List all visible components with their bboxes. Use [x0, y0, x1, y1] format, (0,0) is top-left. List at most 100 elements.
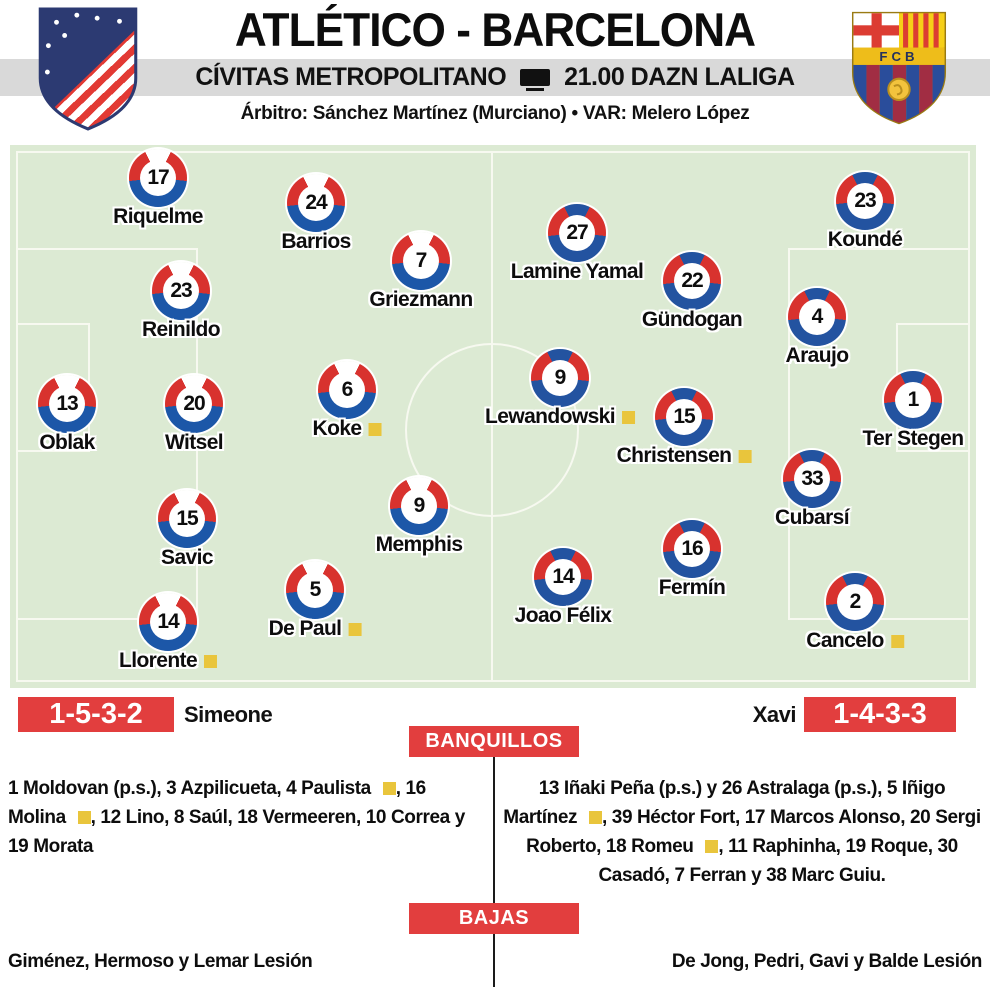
player-name: Araujo — [785, 344, 850, 367]
player-number: 17 — [147, 166, 169, 189]
player-number: 22 — [681, 269, 703, 292]
player-name: Lamine Yamal — [510, 260, 644, 283]
away-bench-list: 13 Iñaki Peña (p.s.) y 26 Astralaga (p.s… — [503, 778, 981, 886]
player-name: Memphis — [375, 533, 463, 556]
player-badge: 20 — [165, 375, 223, 433]
player-name: Reinildo — [141, 318, 221, 341]
away-absences: De Jong, Pedri, Gavi y Balde Lesión — [671, 951, 983, 972]
player-badge: 1 — [884, 371, 942, 429]
fcb-monogram: FCB — [879, 49, 918, 64]
player-badge-inner: 24 — [298, 185, 334, 221]
player-number: 33 — [801, 467, 823, 490]
player-number: 5 — [309, 578, 322, 601]
player-badge: 9 — [390, 477, 448, 535]
player-name: Cubarsí — [775, 506, 850, 529]
player-number: 13 — [56, 392, 78, 415]
player-badge: 22 — [663, 252, 721, 310]
away-coach-name: Xavi — [752, 702, 797, 727]
player-badge: 15 — [158, 490, 216, 548]
player-number: 15 — [673, 405, 695, 428]
pitch-boundary-line — [16, 151, 970, 682]
player-number: 15 — [176, 507, 198, 530]
player-badge-inner: 15 — [169, 501, 205, 537]
yellow-card-marker — [738, 450, 752, 463]
player-number: 9 — [554, 366, 567, 389]
kickoff-broadcast: 21.00 DAZN LALIGA — [564, 63, 795, 91]
player-badge-inner: 14 — [545, 559, 581, 595]
player-badge: 5 — [286, 561, 344, 619]
player-badge: 16 — [663, 520, 721, 578]
player-name: Fermín — [658, 576, 726, 599]
player-number: 1 — [907, 388, 920, 411]
home-bench-list: 1 Moldovan (p.s.), 3 Azpilicueta, 4 Paul… — [8, 778, 465, 857]
player-number: 23 — [854, 189, 876, 212]
player-badge-inner: 9 — [542, 360, 578, 396]
player-name: Riquelme — [113, 205, 203, 228]
player-name: Koundé — [827, 228, 903, 251]
player-badge-inner: 13 — [49, 386, 85, 422]
player-number: 14 — [552, 565, 574, 588]
player-badge: 33 — [783, 450, 841, 508]
player-badge-inner: 1 — [895, 382, 931, 418]
yellow-card-marker — [77, 811, 91, 824]
player-badge-inner: 2 — [837, 584, 873, 620]
player-number: 6 — [341, 378, 354, 401]
player-name: Joao Félix — [514, 604, 612, 627]
player-number: 24 — [305, 191, 327, 214]
player-badge: 7 — [392, 232, 450, 290]
player-badge-inner: 4 — [799, 299, 835, 335]
bench-section-header: BANQUILLOS — [409, 726, 579, 757]
player-badge: 14 — [534, 548, 592, 606]
player-badge: 15 — [655, 388, 713, 446]
yellow-card-marker — [382, 782, 396, 795]
player-number: 27 — [566, 221, 588, 244]
player-name: Oblak — [39, 431, 95, 454]
player-badge-inner: 23 — [163, 273, 199, 309]
player-badge: 4 — [788, 288, 846, 346]
player-badge-inner: 15 — [666, 399, 702, 435]
player-badge-inner: 7 — [403, 243, 439, 279]
player-badge: 27 — [548, 204, 606, 262]
page-title: ATLÉTICO - BARCELONA — [234, 3, 756, 56]
yellow-card-marker — [368, 423, 382, 436]
absences-section-header: BAJAS — [409, 903, 579, 934]
player-badge-inner: 23 — [847, 183, 883, 219]
home-absences: Giménez, Hermoso y Lemar Lesión — [8, 951, 313, 972]
player-name: Christensen — [617, 444, 752, 468]
player-name: Griezmann — [369, 288, 473, 311]
center-circle-line — [405, 343, 579, 517]
yellow-card-marker — [204, 655, 218, 668]
player-badge-inner: 17 — [140, 160, 176, 196]
yellow-card-marker — [348, 623, 362, 636]
player-name: Koke — [313, 417, 382, 441]
player-badge: 9 — [531, 349, 589, 407]
player-badge-inner: 22 — [674, 263, 710, 299]
home-coach-name: Simeone — [184, 702, 273, 727]
venue-name: CÍVITAS METROPOLITANO — [195, 63, 507, 91]
player-name: Witsel — [164, 431, 224, 454]
player-badge: 17 — [129, 149, 187, 207]
player-badge: 24 — [287, 174, 345, 232]
player-name: Lewandowski — [485, 405, 635, 429]
home-formation-badge: 1-5-3-2 — [18, 697, 174, 732]
yellow-card-marker — [589, 811, 603, 824]
player-number: 7 — [415, 249, 428, 272]
player-number: 20 — [183, 392, 205, 415]
player-badge-inner: 27 — [559, 215, 595, 251]
player-name: Gündogan — [641, 308, 743, 331]
player-badge: 2 — [826, 573, 884, 631]
referee-line: Árbitro: Sánchez Martínez (Murciano) • V… — [240, 103, 750, 124]
player-badge: 23 — [152, 262, 210, 320]
player-name: Barrios — [281, 230, 351, 253]
player-badge-inner: 16 — [674, 531, 710, 567]
player-number: 9 — [413, 494, 426, 517]
yellow-card-marker — [890, 635, 904, 648]
player-number: 14 — [157, 610, 179, 633]
player-badge: 13 — [38, 375, 96, 433]
barcelona-crest-icon: FCB — [851, 11, 947, 125]
player-badge-inner: 5 — [297, 572, 333, 608]
player-badge-inner: 9 — [401, 488, 437, 524]
player-name: Savic — [161, 546, 213, 569]
player-badge-inner: 20 — [176, 386, 212, 422]
